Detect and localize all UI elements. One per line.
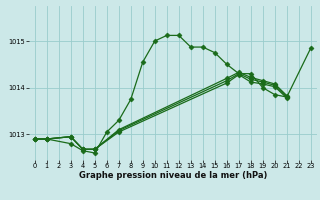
X-axis label: Graphe pression niveau de la mer (hPa): Graphe pression niveau de la mer (hPa) [79,171,267,180]
